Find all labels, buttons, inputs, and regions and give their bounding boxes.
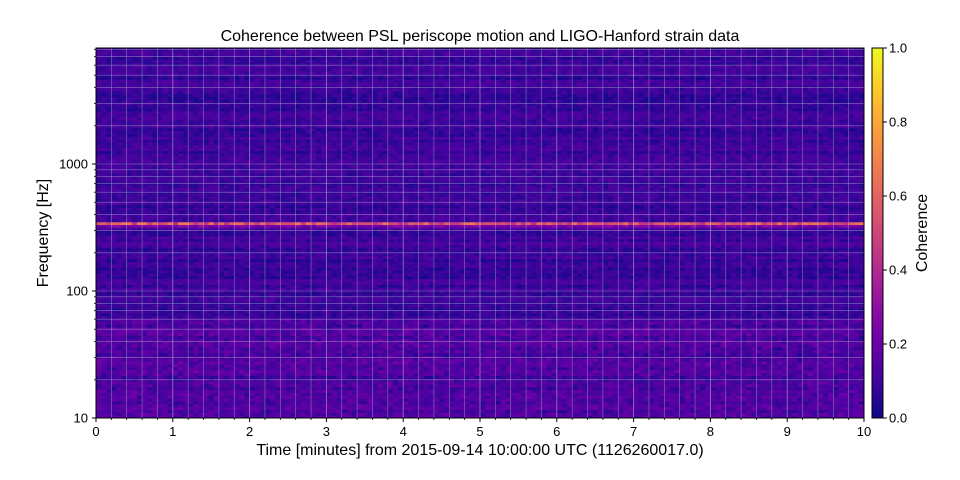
plot-area	[96, 48, 865, 419]
chart-title: Coherence between PSL periscope motion a…	[221, 28, 740, 45]
